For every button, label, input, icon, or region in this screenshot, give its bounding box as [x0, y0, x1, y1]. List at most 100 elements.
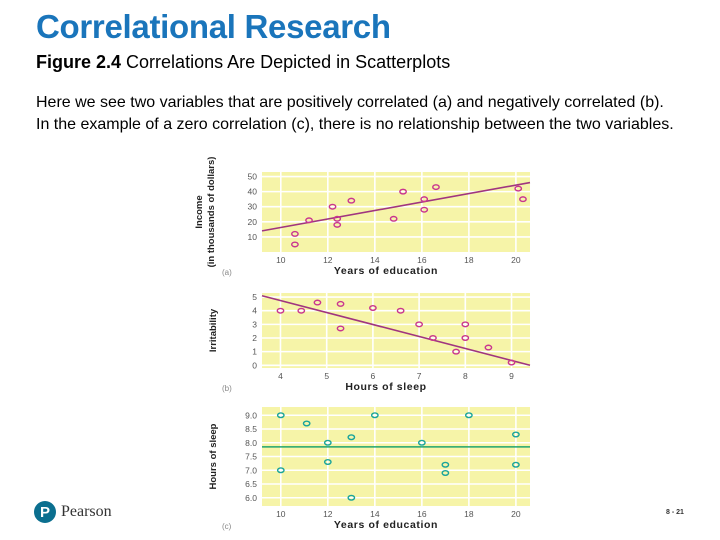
x-tick-label: 7: [417, 371, 422, 381]
y-axis-sublabel: (in thousands of dollars): [206, 157, 217, 268]
data-point: [328, 203, 337, 210]
data-point: [291, 230, 299, 237]
data-point: [368, 305, 377, 312]
x-tick-label: 9: [509, 371, 514, 381]
x-tick-label: 16: [417, 255, 427, 265]
data-point: [323, 439, 332, 446]
y-tick-label: 5: [252, 292, 257, 302]
panel-label: (a): [222, 268, 232, 277]
x-axis-label: Years of education: [334, 519, 438, 531]
plot-background: [262, 172, 530, 252]
y-tick-label: 7.5: [245, 452, 257, 462]
data-point: [461, 335, 470, 342]
y-axis-label: Income: [194, 195, 205, 228]
data-point: [396, 307, 405, 314]
data-point: [432, 184, 440, 191]
data-point: [452, 348, 460, 355]
y-tick-label: 7.0: [245, 465, 257, 475]
data-point: [313, 299, 322, 306]
data-point: [399, 188, 407, 195]
y-tick-label: 9.0: [245, 410, 257, 420]
figure-label: Figure 2.4: [36, 52, 122, 72]
data-point: [276, 467, 285, 474]
x-axis-label: Years of education: [334, 265, 438, 277]
x-tick-label: 12: [323, 255, 333, 265]
data-point: [276, 412, 285, 419]
slide-description: Here we see two variables that are posit…: [36, 94, 674, 133]
figure-caption-text: Correlations Are Depicted in Scatterplot…: [126, 52, 451, 72]
x-tick-label: 14: [370, 509, 380, 519]
x-tick-label: 18: [464, 509, 474, 519]
data-point: [333, 215, 342, 222]
x-tick-label: 5: [324, 371, 329, 381]
trend-line: [261, 294, 531, 367]
x-tick-label: 4: [278, 371, 283, 381]
y-tick-label: 6.0: [245, 493, 257, 503]
data-point: [507, 359, 516, 366]
data-point: [370, 412, 379, 419]
figure-caption: Figure 2.4 Correlations Are Depicted in …: [36, 52, 450, 73]
data-point: [276, 307, 285, 314]
data-point: [415, 321, 424, 328]
x-tick-label: 10: [276, 509, 286, 519]
data-point: [336, 325, 345, 332]
data-point: [511, 461, 520, 468]
data-point: [347, 494, 356, 501]
panel-label: (b): [222, 384, 232, 393]
data-point: [441, 461, 450, 468]
x-axis-label: Hours of sleep: [345, 381, 426, 393]
chart-panel-3: 10 12 14 16 18 20 6.0 6.5 7.0 7.5 8.0 8.5 9.0 Years o…: [208, 407, 530, 531]
y-tick-label: 40: [248, 187, 258, 197]
data-point: [441, 470, 450, 477]
data-point: [420, 206, 429, 213]
x-tick-label: 20: [511, 255, 521, 265]
data-point: [420, 196, 429, 203]
x-tick-label: 14: [370, 255, 380, 265]
pearson-logo: P Pearson: [34, 501, 112, 523]
data-point: [429, 335, 437, 342]
data-point: [511, 431, 520, 438]
chart-panel-1: 10 12 14 16 18 20 10 20 30 40 50 Years of education…: [194, 157, 531, 277]
panel-label: (c): [222, 522, 232, 531]
slide-number: 8 - 21: [666, 509, 684, 516]
data-point: [291, 241, 299, 248]
data-point: [417, 439, 426, 446]
y-tick-label: 0: [252, 360, 257, 370]
y-axis-label: Irritability: [208, 308, 219, 352]
pearson-p-icon: P: [34, 501, 56, 523]
data-point: [305, 217, 313, 224]
y-tick-label: 3: [252, 319, 257, 329]
y-axis-label: Hours of sleep: [208, 423, 219, 489]
y-tick-label: 20: [248, 217, 258, 227]
data-point: [484, 344, 493, 351]
y-tick-label: 10: [248, 232, 258, 242]
y-tick-label: 50: [248, 172, 258, 182]
chart-panel-2: 4 5 6 7 8 9 0 1 2 3 4 5 Hours of sleep Irritability (b…: [208, 292, 531, 393]
x-tick-label: 6: [371, 371, 376, 381]
x-tick-label: 8: [463, 371, 468, 381]
y-tick-label: 2: [252, 333, 257, 343]
x-tick-label: 18: [464, 255, 474, 265]
y-tick-label: 8.0: [245, 438, 257, 448]
data-point: [323, 459, 332, 466]
data-point: [461, 321, 470, 328]
x-tick-label: 16: [417, 509, 427, 519]
data-point: [333, 221, 342, 228]
data-point: [514, 185, 523, 192]
y-tick-label: 1: [252, 347, 257, 357]
data-point: [347, 197, 356, 204]
data-point: [347, 434, 356, 441]
data-point: [297, 307, 306, 314]
logo-text: Pearson: [61, 503, 112, 520]
data-point: [302, 420, 311, 427]
y-tick-label: 30: [248, 202, 258, 212]
data-point: [519, 196, 527, 203]
y-tick-label: 4: [252, 306, 257, 316]
slide-title: Correlational Research: [36, 8, 391, 45]
x-tick-label: 12: [323, 509, 333, 519]
data-point: [464, 412, 473, 419]
x-tick-label: 20: [511, 509, 521, 519]
data-point: [336, 300, 345, 307]
y-tick-label: 6.5: [245, 479, 257, 489]
